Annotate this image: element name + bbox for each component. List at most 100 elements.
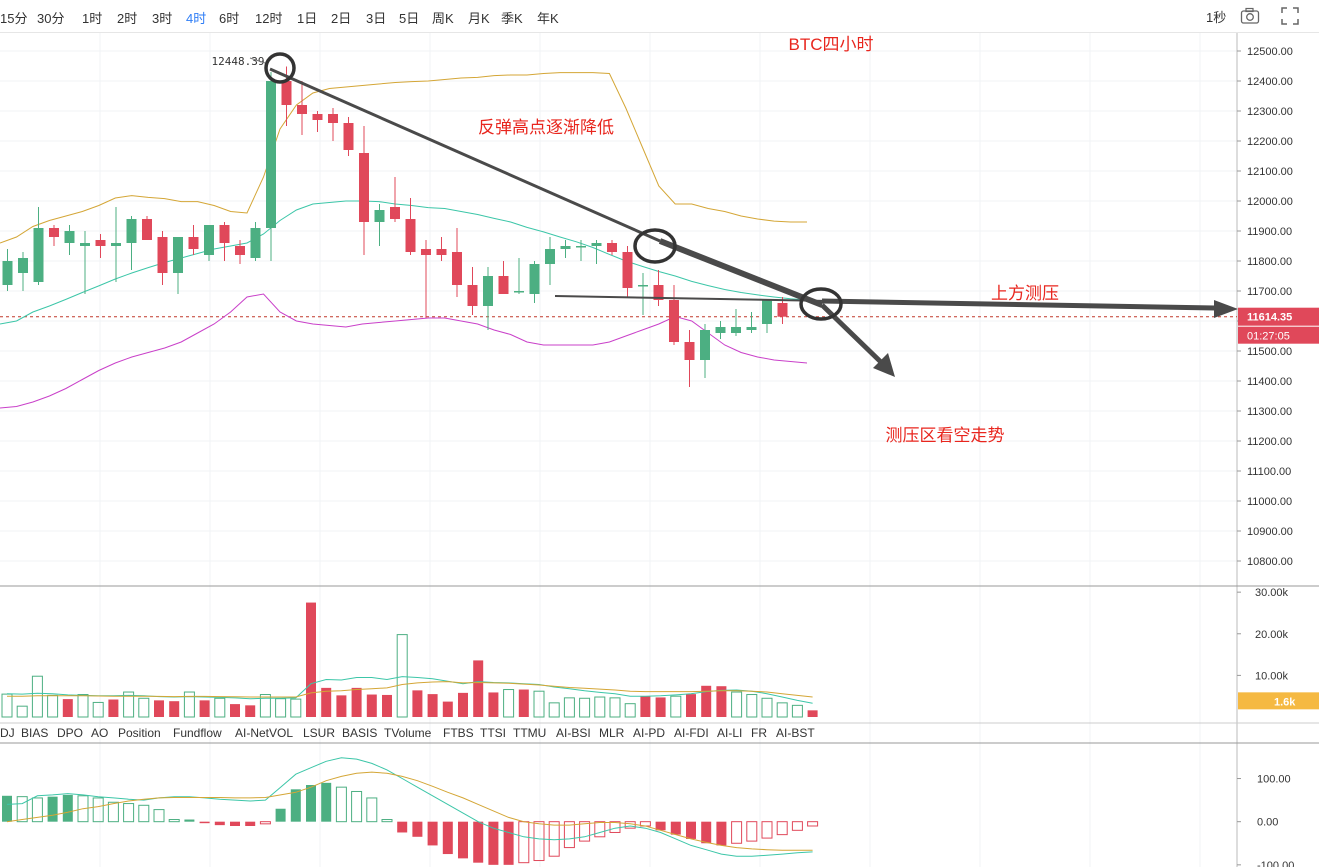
volume-bar xyxy=(701,685,712,717)
timeframe-12[interactable]: 周K xyxy=(432,11,454,26)
trend-line xyxy=(269,67,661,243)
candle-body xyxy=(638,285,648,287)
grid xyxy=(0,33,1237,867)
oscillator-bar xyxy=(245,821,256,826)
timeframe-2[interactable]: 1时 xyxy=(82,11,103,26)
oscillator-bar xyxy=(321,782,332,822)
oscillator-bar xyxy=(168,819,180,823)
candle-body xyxy=(266,81,276,228)
candle-body xyxy=(188,237,199,249)
timeframe-10[interactable]: 3日 xyxy=(366,11,387,26)
oscillator-bar xyxy=(184,819,195,822)
indicator-tab[interactable]: TTMU xyxy=(513,726,546,740)
candle-body xyxy=(715,327,726,333)
indicator-tab[interactable]: AO xyxy=(91,726,108,740)
oscillator-bar xyxy=(731,821,743,844)
volume-ma-slow xyxy=(7,681,813,698)
indicator-tab[interactable]: AI-BSI xyxy=(556,726,591,740)
indicator-tab[interactable]: AI-LI xyxy=(717,726,742,740)
indicator-tab[interactable]: BIAS xyxy=(21,726,48,740)
indicator-tab[interactable]: Fundflow xyxy=(173,726,222,740)
candle-body xyxy=(2,261,13,285)
volume-bar xyxy=(686,694,696,717)
timeframe-0[interactable]: 15分 xyxy=(0,11,28,26)
timeframe-15[interactable]: 年K xyxy=(537,11,559,26)
indicator-tab[interactable]: AI-PD xyxy=(633,726,665,740)
timeframe-13[interactable]: 月K xyxy=(468,11,490,26)
indicator-tab[interactable]: FR xyxy=(751,726,767,740)
volume-bar xyxy=(62,699,73,717)
resistance-arrowhead xyxy=(1214,300,1238,318)
timeframe-1[interactable]: 30分 xyxy=(37,11,65,26)
volume-bar xyxy=(16,705,28,718)
candle-body xyxy=(498,276,509,294)
oscillator-bar xyxy=(503,821,514,865)
candle-body xyxy=(219,225,230,243)
volume-bar xyxy=(259,694,271,718)
candle-body xyxy=(126,219,137,243)
candle-body xyxy=(576,246,586,248)
fullscreen-icon[interactable] xyxy=(1280,6,1300,26)
price-tick-label: 11700.00 xyxy=(1247,286,1292,298)
indicator-tab[interactable]: TTSI xyxy=(480,726,506,740)
indicator-tab[interactable]: LSUR xyxy=(303,726,335,740)
volume-bar xyxy=(533,690,545,718)
oscillator-line-b xyxy=(6,771,813,851)
timeframe-5[interactable]: 4时 xyxy=(186,11,207,26)
countdown-box xyxy=(1238,326,1319,344)
volume-bar xyxy=(488,692,499,717)
oscillator-bar xyxy=(548,821,560,857)
indicator-tab[interactable]: DPO xyxy=(57,726,83,740)
timeframe-9[interactable]: 2日 xyxy=(331,11,352,26)
indicator-tab[interactable]: AI-FDI xyxy=(674,726,709,740)
resistance-label: 上方测压 xyxy=(991,284,1059,303)
volume-panel: 10.00k 20.00k 30.00k 1.6k xyxy=(1,587,1319,718)
volume-bar xyxy=(473,660,484,717)
timeframe-11[interactable]: 5日 xyxy=(399,11,420,26)
candle-body xyxy=(297,105,307,114)
timeframe-7[interactable]: 12时 xyxy=(255,11,283,26)
timeframe-8[interactable]: 1日 xyxy=(297,11,318,26)
candle-body xyxy=(777,303,788,317)
volume-bar xyxy=(776,702,788,718)
oscillator-bar xyxy=(473,821,484,863)
volume-bar xyxy=(199,700,210,717)
price-tick-label: 11000.00 xyxy=(1247,496,1292,508)
price-tick-label: 11900.00 xyxy=(1247,226,1292,238)
candle-body xyxy=(359,153,369,222)
volume-bar xyxy=(31,675,43,718)
current-price-label: 11614.35 xyxy=(1247,312,1292,324)
candle-body xyxy=(250,228,261,258)
candle-body xyxy=(312,114,323,120)
oscillator-panel: -100.00 0.00 100.00 xyxy=(2,757,1294,867)
volume-bar xyxy=(594,696,606,718)
oscillator-bar xyxy=(594,821,606,838)
volume-bar xyxy=(518,689,529,717)
candle-body xyxy=(731,327,741,333)
timeframe-4[interactable]: 3时 xyxy=(152,11,173,26)
oscillator-bar xyxy=(776,821,788,836)
indicator-tab[interactable]: AI-BST xyxy=(776,726,815,740)
price-tick-label: 10900.00 xyxy=(1247,526,1293,538)
volume-tick-label: 10.00k xyxy=(1255,670,1289,682)
candle-body xyxy=(607,243,617,252)
oscillator-tick-label: 0.00 xyxy=(1257,817,1278,829)
candle-body xyxy=(49,228,59,237)
indicator-tab[interactable]: DJ xyxy=(0,726,15,740)
interval-selector[interactable]: 1秒 xyxy=(1206,10,1227,25)
timeframe-14[interactable]: 季K xyxy=(501,11,523,26)
indicator-tab[interactable]: FTBS xyxy=(443,726,474,740)
timeframe-3[interactable]: 2时 xyxy=(117,11,138,26)
price-tick-label: 11200.00 xyxy=(1247,436,1292,448)
oscillator-bar xyxy=(381,819,393,823)
indicator-tab[interactable]: BASIS xyxy=(342,726,377,740)
indicator-tab[interactable]: MLR xyxy=(599,726,625,740)
camera-icon[interactable] xyxy=(1240,7,1260,25)
oscillator-bar xyxy=(458,821,468,859)
indicator-tab[interactable]: TVolume xyxy=(384,726,432,740)
indicator-tab[interactable]: Position xyxy=(118,726,161,740)
indicator-tab[interactable]: AI-NetVOL xyxy=(235,726,293,740)
candle-body xyxy=(405,219,416,252)
timeframe-6[interactable]: 6时 xyxy=(219,11,240,26)
price-tick-label: 12300.00 xyxy=(1247,106,1293,118)
